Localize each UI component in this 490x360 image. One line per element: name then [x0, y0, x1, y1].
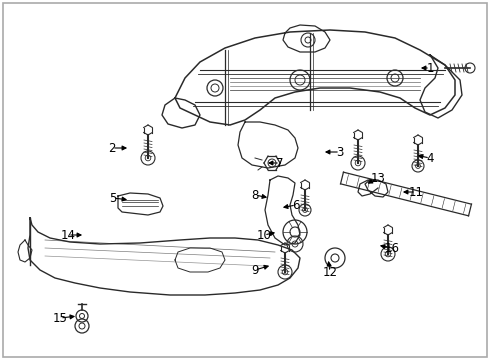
Text: 15: 15: [52, 311, 68, 324]
Text: 10: 10: [257, 229, 271, 242]
Text: 14: 14: [60, 229, 75, 242]
Text: 8: 8: [251, 189, 259, 202]
Text: 6: 6: [292, 198, 300, 212]
Text: 16: 16: [385, 242, 399, 255]
Text: 12: 12: [322, 266, 338, 279]
Text: 2: 2: [108, 141, 116, 154]
Text: 9: 9: [251, 264, 259, 276]
Text: 3: 3: [336, 145, 343, 158]
Text: 4: 4: [426, 152, 434, 165]
Text: 13: 13: [370, 171, 386, 185]
Text: 11: 11: [409, 185, 423, 198]
Text: 1: 1: [426, 62, 434, 75]
Text: 7: 7: [276, 157, 284, 170]
Text: 5: 5: [109, 192, 117, 204]
